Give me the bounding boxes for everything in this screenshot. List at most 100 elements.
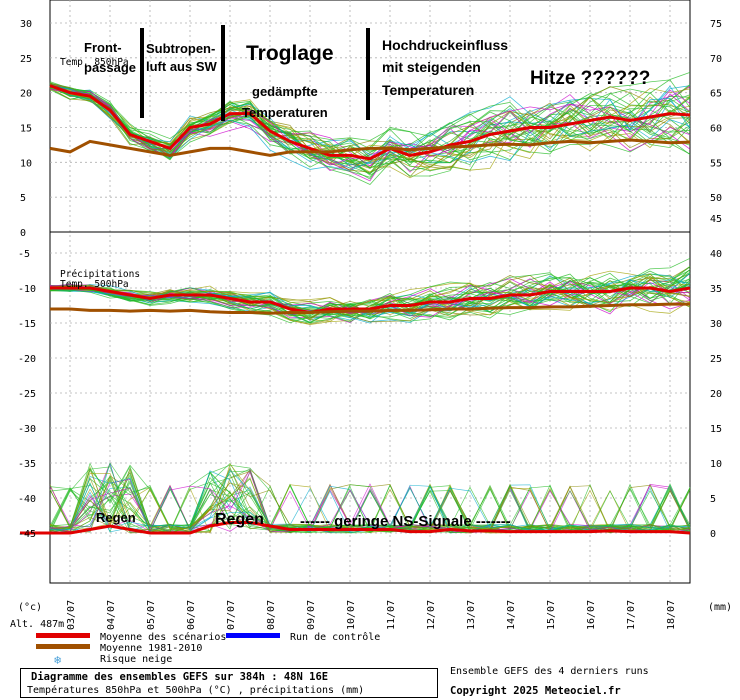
- snowflake-icon: ❄: [54, 653, 61, 665]
- legend-label-climate: Moyenne 1981-2010: [100, 643, 202, 654]
- date-tick-label: 14/07: [506, 600, 517, 630]
- bottom-right-tick-label: 15: [710, 424, 722, 435]
- bottom-left-tick-label: -25: [18, 389, 36, 400]
- bottom-right-tick-label: 35: [710, 284, 722, 295]
- ensemble-member-top: [49, 82, 691, 158]
- axis-ticks: 03/07 04/07 05/07 06/07 07/07 08/07 09/07 10/07…: [18, 19, 722, 630]
- date-tick-label: 11/07: [386, 600, 397, 630]
- date-tick-label: 13/07: [466, 600, 477, 630]
- date-tick-label: 06/07: [186, 600, 197, 630]
- annotation-passage: passage: [84, 60, 136, 75]
- separator-bar-1: [140, 28, 144, 118]
- bottom-panel-frame: [49, 231, 691, 584]
- top-left-tick-label: 25: [20, 54, 32, 65]
- bottom-climate-line: [50, 302, 690, 315]
- separator-bar-2: [221, 25, 225, 121]
- annotation-hitze: Hitze ??????: [530, 68, 650, 89]
- top-right-tick-label: 50: [710, 193, 722, 204]
- ensemble-member-bottom: [49, 269, 691, 316]
- date-tick-label: 12/07: [426, 600, 437, 630]
- date-tick-label: 18/07: [666, 600, 677, 630]
- top-left-tick-label: 5: [20, 193, 26, 204]
- top-left-tick-label: 0: [20, 228, 26, 239]
- date-tick-label: 07/07: [226, 600, 237, 630]
- ensemble-precip: [49, 472, 691, 533]
- precip-mean-line: [50, 521, 691, 535]
- ensemble-member-top: [49, 82, 691, 169]
- ensemble-member-bottom: [50, 277, 691, 319]
- date-tick-label: 15/07: [546, 600, 557, 630]
- bottom-right-tick-label: 5: [710, 494, 716, 505]
- bottom-mean-line: [50, 286, 691, 315]
- legend-swatch-control: [226, 633, 280, 638]
- legend-label-snow: Risque neige: [100, 654, 172, 665]
- bottom-right-tick-label: 40: [710, 249, 722, 260]
- bottom-panel-label-temp: Temp. 500hPa: [60, 279, 129, 290]
- bottom-right-tick-label: 20: [710, 389, 722, 400]
- ensemble-note: Ensemble GEFS des 4 derniers runs: [450, 666, 649, 677]
- top-right-tick-label: 70: [710, 54, 722, 65]
- annotation-front: Front-: [84, 40, 122, 55]
- date-tick-label: 03/07: [66, 600, 77, 630]
- annotation-luft-aus-sw: luft aus SW: [146, 59, 218, 74]
- bottom-left-tick-label: -45: [18, 529, 36, 540]
- date-tick-label: 09/07: [306, 600, 317, 630]
- footer-title: Diagramme des ensembles GEFS sur 384h : …: [31, 671, 329, 683]
- ensemble-precip: [49, 479, 691, 533]
- mean-series: [20, 84, 691, 535]
- date-tick-label: 04/07: [106, 600, 117, 630]
- bottom-right-tick-label: 45: [710, 214, 722, 225]
- annotation-hochdruck: Hochdruckeinfluss: [382, 37, 508, 53]
- bottom-left-tick-label: -15: [18, 319, 36, 330]
- bottom-left-tick-label: -35: [18, 459, 36, 470]
- ensemble-member-top: [49, 82, 691, 171]
- date-tick-label: 08/07: [266, 600, 277, 630]
- bottom-ensemble-lines: [49, 257, 691, 534]
- annotation-temperaturen-2: Temperaturen: [382, 82, 474, 98]
- annotation-mit-steigenden: mit steigenden: [382, 59, 481, 75]
- bottom-right-tick-label: 30: [710, 319, 722, 330]
- top-panel-label: Temp. 850hPa: [60, 57, 129, 68]
- ensemble-member-bottom: [49, 284, 691, 323]
- footer-box: Diagramme des ensembles GEFS sur 384h : …: [20, 668, 438, 698]
- top-mean-line: [49, 84, 691, 161]
- top-right-tick-label: 55: [710, 158, 722, 169]
- ensemble-member-top: [49, 82, 691, 178]
- top-right-tick-label: 60: [710, 124, 722, 135]
- copyright: Copyright 2025 Meteociel.fr: [450, 685, 621, 697]
- date-tick-label: 16/07: [586, 600, 597, 630]
- bottom-right-tick-label: 0: [710, 529, 716, 540]
- bottom-left-tick-label: -30: [18, 424, 36, 435]
- top-left-tick-label: 30: [20, 19, 32, 30]
- footer-subtitle: Températures 850hPa et 500hPa (°C) , pré…: [27, 685, 365, 696]
- annotation-gedaempfte: gedämpfte: [252, 84, 318, 99]
- annotation-regen-1: Regen: [96, 510, 136, 525]
- bottom-right-tick-label: 25: [710, 354, 722, 365]
- left-units: (°c): [18, 602, 42, 613]
- legend-swatch-climate: [36, 644, 90, 649]
- top-left-tick-label: 10: [20, 158, 32, 169]
- ensemble-precip: [49, 462, 691, 534]
- bottom-left-tick-label: -40: [18, 494, 36, 505]
- legend-swatch-mean: [36, 633, 90, 638]
- ensemble-chart: 03/07 04/07 05/07 06/07 07/07 08/07 09/07 10/07…: [10, 0, 732, 665]
- date-tick-label: 17/07: [626, 600, 637, 630]
- ensemble-member-top: [49, 84, 691, 174]
- top-right-tick-label: 75: [710, 19, 722, 30]
- separator-bar-3: [366, 28, 370, 120]
- top-climate-line: [49, 138, 691, 157]
- legend-label-mean: Moyenne des scénarios: [100, 631, 226, 643]
- top-right-tick-label: 65: [710, 89, 722, 100]
- bottom-left-tick-label: -10: [18, 284, 36, 295]
- right-units: (mm): [708, 602, 732, 613]
- annotation-subtropen: Subtropen-: [146, 41, 215, 56]
- bottom-right-tick-label: 10: [710, 459, 722, 470]
- top-left-tick-label: 15: [20, 124, 32, 135]
- top-left-tick-label: 20: [20, 89, 32, 100]
- altitude-label: Alt. 487m: [10, 619, 64, 630]
- ensemble-member-top: [49, 83, 691, 173]
- annotation-regen-2: Regen: [215, 511, 264, 528]
- annotation-geringe-ns-signale: ------ geringe NS-Signale -------: [300, 513, 511, 530]
- annotation-temperaturen-1: Temperaturen: [242, 105, 328, 120]
- date-tick-label: 05/07: [146, 600, 157, 630]
